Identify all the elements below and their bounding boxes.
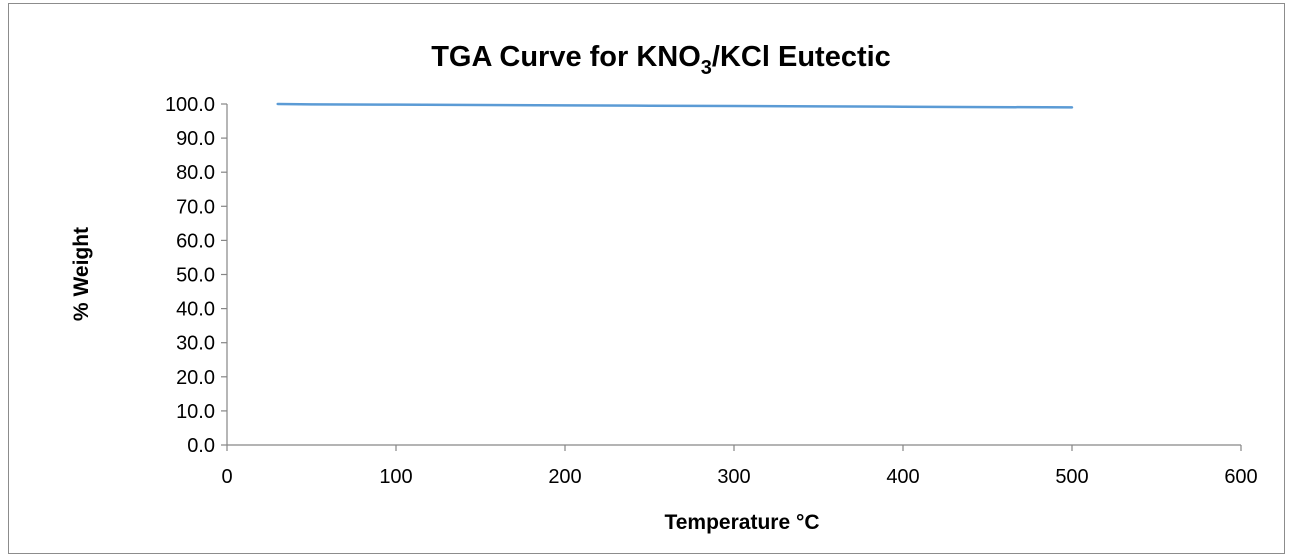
y-tick-label: 30.0 <box>176 333 215 355</box>
chart-frame: TGA Curve for KNO3/KCl Eutectic % Weight… <box>8 3 1285 554</box>
y-tick-label: 80.0 <box>176 162 215 184</box>
series-layer <box>276 102 1074 109</box>
x-tick-label: 0 <box>221 466 232 488</box>
x-tick-label: 400 <box>886 466 919 488</box>
x-tick-label: 200 <box>548 466 581 488</box>
y-tick-label: 100.0 <box>165 94 215 116</box>
y-axis-title: % Weight <box>70 227 93 321</box>
x-tick-label: 600 <box>1224 466 1257 488</box>
chart-title: TGA Curve for KNO3/KCl Eutectic <box>431 41 891 79</box>
x-axis-title: Temperature °C <box>664 511 819 534</box>
y-tick-label: 10.0 <box>176 401 215 423</box>
y-tick-label: 50.0 <box>176 265 215 287</box>
y-tick-label: 70.0 <box>176 196 215 218</box>
y-tick-label: 90.0 <box>176 128 215 150</box>
y-tick-label: 40.0 <box>176 299 215 321</box>
y-tick-labels: 0.0 10.0 20.0 30.0 40.0 50.0 60.0 70.0 80.0 90.0 1… <box>165 94 215 457</box>
x-tick-label: 300 <box>717 466 750 488</box>
x-tick-label: 500 <box>1055 466 1088 488</box>
series-line <box>276 102 1074 109</box>
y-tick-label: 20.0 <box>176 367 215 389</box>
x-tick-label: 100 <box>379 466 412 488</box>
x-tick-labels: 0 100 200 300 400 500 600 <box>221 466 1257 488</box>
y-tick-label: 60.0 <box>176 230 215 252</box>
axes <box>221 103 1242 451</box>
tga-chart: TGA Curve for KNO3/KCl Eutectic % Weight… <box>70 41 1258 534</box>
y-tick-label: 0.0 <box>187 435 215 457</box>
